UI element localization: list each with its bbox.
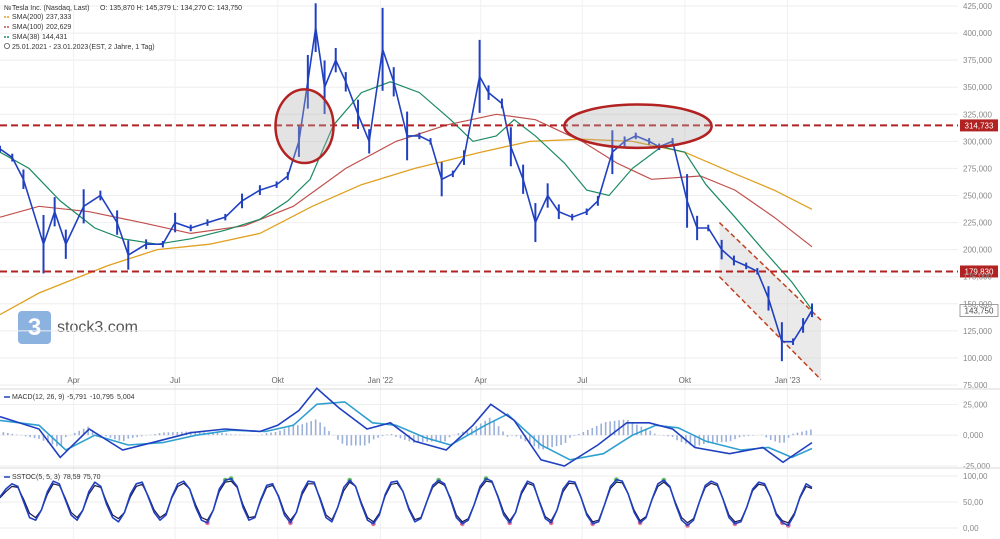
price-y-tick-label: 275,000 bbox=[963, 164, 992, 173]
legend-sma100-label: SMA(100) bbox=[12, 24, 44, 31]
macd-y-tick-label: -25,000 bbox=[963, 462, 991, 471]
x-tick-label: Jul bbox=[577, 376, 587, 385]
macd-legend-v2: -10,795 bbox=[90, 394, 114, 401]
price-vertical-gridlines bbox=[73, 0, 788, 539]
level-value-label: 179,830 bbox=[965, 267, 994, 276]
stoch-y-tick-label: 50,00 bbox=[963, 498, 984, 507]
macd-legend-label: MACD(12, 26, 9) bbox=[12, 394, 65, 401]
price-y-tick-label: 125,000 bbox=[963, 327, 992, 336]
sma200-line bbox=[0, 138, 813, 316]
stoch-lines bbox=[0, 477, 813, 527]
price-y-tick-label: 250,000 bbox=[963, 192, 992, 201]
watermark-text: stock3.com bbox=[57, 319, 138, 336]
price-y-axis: 75,000 100,000 125,000 150,000 175,000 200,00… bbox=[963, 2, 992, 390]
price-y-tick-label: 425,000 bbox=[963, 2, 992, 11]
price-y-tick-label: 175,000 bbox=[963, 273, 992, 282]
legend-sma200-value: 237,333 bbox=[46, 14, 71, 21]
horizontal-levels: 314,733 179,830 143,750 bbox=[0, 119, 999, 317]
stoch-legend-v1: 78,59 bbox=[63, 474, 81, 481]
price-y-tick-label: 150,000 bbox=[963, 300, 992, 309]
level-value-tag bbox=[960, 119, 998, 132]
x-tick-label: Jan '23 bbox=[775, 376, 801, 385]
macd-legend: MACD(12, 26, 9) -5,791 -10,795 5,004 bbox=[4, 394, 135, 401]
annotations bbox=[274, 88, 713, 165]
price-y-tick-label: 100,000 bbox=[963, 354, 992, 363]
clock-icon bbox=[4, 43, 10, 50]
macd-legend-v3: 5,004 bbox=[117, 394, 135, 401]
channel-lower-line bbox=[718, 276, 822, 381]
level-value-label: 314,733 bbox=[965, 121, 994, 130]
stoch-legend: SSTOC(5, 5, 3) 78,59 75,70 bbox=[4, 474, 101, 481]
x-tick-label: Apr bbox=[475, 376, 488, 385]
stoch-y-tick-label: 100,00 bbox=[963, 472, 988, 481]
price-y-tick-label: 350,000 bbox=[963, 83, 992, 92]
legend-range: 25.01.2021 - 23.01.2023 bbox=[12, 44, 88, 51]
level-value-tag bbox=[960, 265, 998, 278]
price-y-tick-label: 375,000 bbox=[963, 56, 992, 65]
price-y-tick-label: 300,000 bbox=[963, 137, 992, 146]
price-line bbox=[0, 27, 813, 343]
legend-sma38-label: SMA(38) bbox=[12, 34, 40, 41]
watermark-badge bbox=[18, 311, 51, 344]
macd-y-axis: -25,000 0,000 25,000 bbox=[963, 400, 991, 471]
legend-ohlc: O: 135,870 H: 145,379 L: 134,270 C: 143,… bbox=[100, 5, 242, 12]
highlight-ellipse bbox=[563, 103, 713, 150]
x-tick-label: Jul bbox=[170, 376, 180, 385]
last-price-tag bbox=[959, 304, 999, 317]
highlight-ellipse bbox=[274, 88, 335, 165]
x-tick-label: Okt bbox=[679, 376, 692, 385]
legend-sma100-value: 202,629 bbox=[46, 24, 71, 31]
x-axis: Apr Jul Okt Jan '22 Apr Jul Okt Jan '23 bbox=[67, 376, 800, 385]
price-legend: № Tesla Inc. (Nasdaq, Last) O: 135,870 H… bbox=[4, 5, 242, 51]
x-tick-label: Apr bbox=[67, 376, 80, 385]
channel-area bbox=[719, 222, 821, 380]
channel bbox=[718, 222, 822, 381]
macd-line bbox=[0, 387, 813, 467]
legend-sma38-value: 144,431 bbox=[42, 34, 67, 41]
watermark-badge-text: 3 bbox=[28, 314, 41, 341]
macd-y-tick-label: 0,000 bbox=[963, 431, 984, 440]
price-y-tick-label: 200,000 bbox=[963, 246, 992, 255]
price-y-tick-label: 325,000 bbox=[963, 110, 992, 119]
watermark: 3 stock3.com bbox=[18, 311, 138, 344]
legend-instrument: Tesla Inc. (Nasdaq, Last) bbox=[12, 5, 89, 12]
stoch-legend-label: SSTOC(5, 5, 3) bbox=[12, 474, 60, 481]
price-y-tick-label: 225,000 bbox=[963, 219, 992, 228]
macd-y-tick-label: 25,000 bbox=[963, 400, 988, 409]
price-y-tick-label: 75,000 bbox=[963, 381, 988, 390]
stoch-y-axis: 0,00 50,00 100,00 bbox=[963, 472, 988, 533]
stoch-legend-v2: 75,70 bbox=[83, 474, 101, 481]
stoch-k-line bbox=[0, 477, 813, 527]
macd-lines bbox=[0, 387, 813, 467]
x-tick-label: Jan '22 bbox=[368, 376, 394, 385]
stoch-y-tick-label: 0,00 bbox=[963, 524, 979, 533]
legend-sma200-label: SMA(200) bbox=[12, 14, 44, 21]
last-price-label: 143,750 bbox=[965, 307, 994, 316]
legend-range-note: (EST, 2 Jahre, 1 Tag) bbox=[89, 44, 155, 51]
price-y-tick-label: 400,000 bbox=[963, 29, 992, 38]
x-tick-label: Okt bbox=[272, 376, 285, 385]
macd-legend-v1: -5,791 bbox=[67, 394, 87, 401]
legend-instrument-icon: № bbox=[4, 5, 12, 12]
